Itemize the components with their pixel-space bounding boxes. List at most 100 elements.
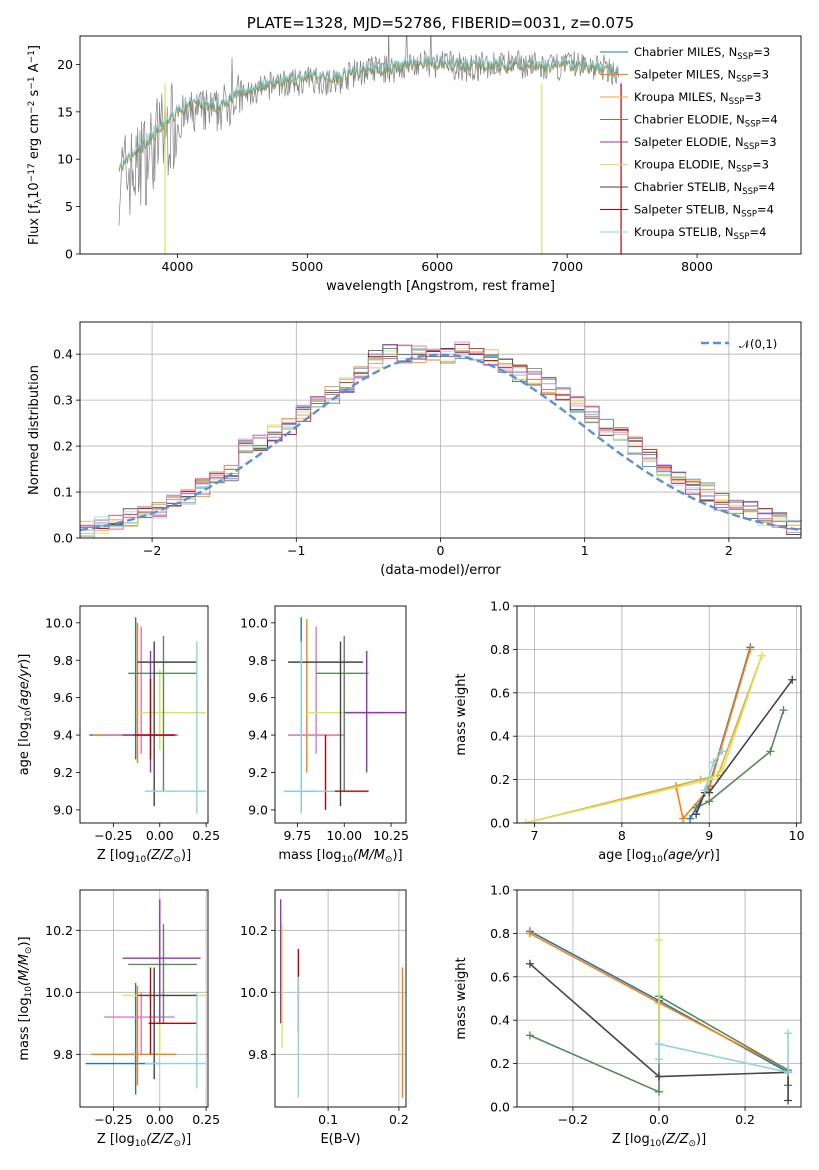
x-tick-label: 9.75 (284, 828, 312, 843)
legend-nssp-subscript: SSP (734, 232, 750, 242)
y-axis-label-text: mass weight (454, 673, 469, 755)
y-axis-label-rest: (M/M (17, 954, 32, 986)
y-tick-label: 0.0 (490, 816, 510, 831)
x-tick-label: 4000 (162, 259, 194, 274)
weight-marker (525, 1031, 534, 1040)
x-tick-label: 8 (618, 828, 626, 843)
legend-label: 𝒩(0,1) (739, 337, 777, 351)
y-axis-label-part: −17 (27, 163, 37, 182)
plot-area (80, 890, 208, 1107)
y-axis-label-part: 10 (27, 182, 42, 199)
x-tick-label: −1 (287, 543, 305, 558)
axes-frame (79, 605, 209, 824)
y-axis-label-part: ] (27, 45, 42, 50)
x-axis-label-rest: (Z/Z (146, 1132, 174, 1147)
x-tick-label: 1 (581, 543, 589, 558)
x-axis-label-sun: ⊙ (173, 855, 181, 865)
x-axis-label-sub: 10 (651, 855, 663, 865)
axes-frame (79, 35, 802, 255)
y-tick-label: 9.0 (53, 802, 73, 817)
y-tick-label: 10.0 (240, 615, 268, 630)
x-axis-label-text: Z [log (612, 1132, 650, 1147)
x-tick-label: −0.25 (94, 828, 132, 843)
y-axis-label-sub: 10 (24, 710, 34, 722)
legend-name: Chabrier ELODIE (634, 113, 729, 127)
legend-label: Chabrier MILES, NSSP=3 (634, 45, 770, 62)
weight-marker (679, 814, 688, 823)
plot-area (284, 617, 406, 814)
legend-nssp-prefix: , N (720, 158, 736, 172)
weight-marker (525, 959, 534, 968)
x-tick-label: 0.00 (146, 828, 174, 843)
x-axis-label-rest: (M/M (353, 848, 385, 863)
y-axis-label-part: s (27, 89, 42, 100)
y-axis-label-text: Flux [f (27, 204, 42, 245)
weight-line (529, 963, 789, 1101)
y-tick-label: 15 (57, 104, 73, 119)
y-tick-label: 0.3 (53, 393, 73, 408)
y-axis-label-rest: (age/yr (17, 662, 32, 710)
x-tick-label: 0.25 (192, 1112, 220, 1127)
plot-area (517, 606, 801, 823)
chart-age-vs-mass: 9.75 10.00 10.25 9.0 9.2 9.4 9.6 9.8 10.0 mass [l… (240, 605, 409, 865)
legend-nssp-value: =3 (760, 135, 777, 149)
legend-nssp-subscript: SSP (736, 75, 752, 85)
y-tick-label: 0.6 (490, 969, 510, 984)
model-line-green (118, 58, 619, 173)
legend-nssp-subscript: SSP (745, 120, 761, 130)
legend-nssp-prefix: , N (726, 180, 742, 194)
x-tick-label: 0.1 (318, 1112, 338, 1127)
y-axis-label-text: Normed distribution (27, 365, 42, 495)
x-axis-label-sun: ⊙ (385, 855, 393, 865)
weight-line (695, 679, 793, 815)
x-tick-label: 0.0 (649, 1112, 669, 1127)
axes-frame (79, 889, 209, 1108)
legend-label: Kroupa ELODIE, NSSP=3 (634, 158, 769, 175)
y-tick-label: 0.2 (490, 1056, 510, 1071)
legend-nssp-subscript: SSP (729, 97, 745, 107)
x-tick-label: 6000 (421, 259, 453, 274)
y-tick-label: 9.4 (248, 728, 268, 743)
legend-name: Kroupa STELIB (634, 225, 718, 239)
weight-marker (655, 1055, 663, 1064)
axes-frame (79, 321, 802, 539)
chart-spectrum: 4000 5000 6000 7000 8000 0 5 10 15 20 Chabrier MIL… (27, 14, 802, 294)
y-tick-label: 0 (65, 247, 73, 262)
data-spectrum-line (118, 36, 619, 226)
y-tick-label: 9.8 (53, 1047, 73, 1062)
y-axis-label-part: A (27, 63, 42, 76)
legend-label: Chabrier ELODIE, NSSP=4 (634, 113, 778, 130)
x-tick-label: 2 (725, 543, 733, 558)
weight-marker (757, 651, 766, 660)
plot-area (517, 890, 801, 1107)
y-axis-label-part: erg cm (27, 114, 42, 163)
weight-marker (692, 810, 701, 819)
y-tick-label: 0.8 (490, 642, 510, 657)
legend-name: Kroupa ELODIE (634, 158, 720, 172)
x-axis-label-end: )] (696, 1132, 706, 1147)
chart-title: PLATE=1328, MJD=52786, FIBERID=0031, z=0… (247, 14, 634, 32)
weight-marker (705, 788, 714, 797)
weight-line (658, 1033, 789, 1074)
chart-age-vs-Z: −0.25 0.00 0.259.09.29.49.69.810.0Z [log10… (17, 605, 220, 865)
x-axis-label-sun: ⊙ (688, 1139, 696, 1149)
weight-line (525, 655, 763, 823)
y-tick-label: 0.2 (490, 772, 510, 787)
legend-nssp-value: =3 (753, 45, 770, 59)
y-axis-label-part: −1 (27, 50, 37, 63)
legend-label: Chabrier STELIB, NSSP=4 (634, 180, 775, 197)
x-axis-label: mass [log10(M/M⊙)] (278, 848, 402, 865)
x-axis-label: wavelength [Angstrom, rest frame] (326, 279, 555, 294)
legend-name: Chabrier STELIB (634, 180, 726, 194)
legend-nssp-prefix: , N (713, 90, 729, 104)
x-axis-label-sun: ⊙ (173, 1139, 181, 1149)
histogram-step (80, 345, 801, 538)
x-tick-label: 7 (531, 828, 539, 843)
y-tick-label: 0.0 (490, 1100, 510, 1115)
y-tick-label: 0.8 (490, 926, 510, 941)
y-axis-label-part: λ (34, 198, 44, 204)
legend-nssp-prefix: , N (718, 225, 734, 239)
legend-nssp-value: =4 (761, 113, 778, 127)
weight-marker (705, 797, 714, 806)
